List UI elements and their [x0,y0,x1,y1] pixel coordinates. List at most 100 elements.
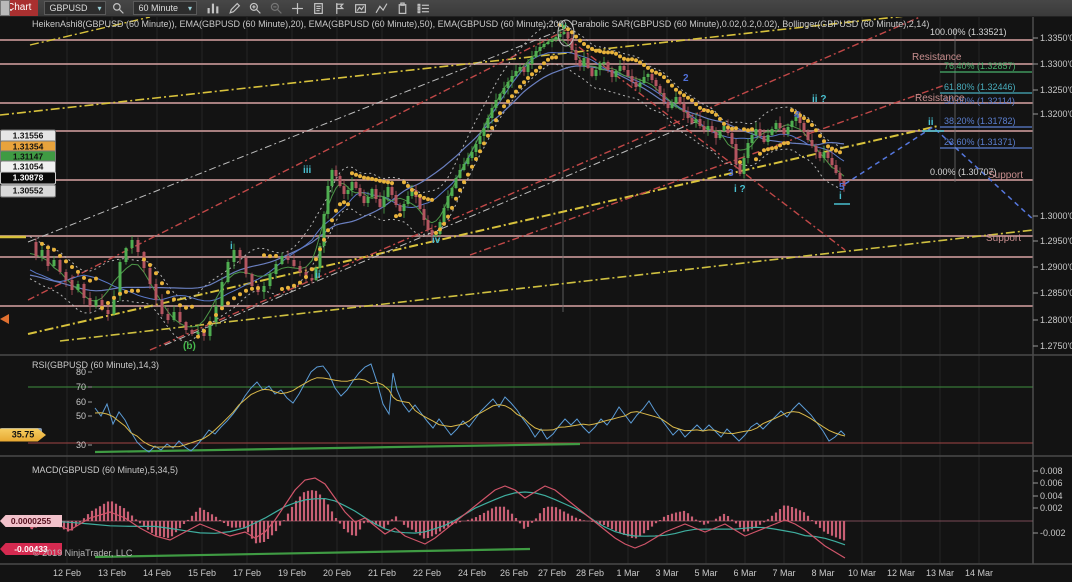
interval-select[interactable]: 60 Minute ▾ [133,1,198,15]
rsi-axis-tick: 50 [76,411,87,421]
price-axis-tick: 1.2800'0 [1040,315,1072,325]
wave-label: 2 [683,73,689,84]
date-axis-tick: 13 Feb [97,568,127,578]
properties-icon[interactable] [414,1,432,15]
wave-label: i [230,241,233,252]
wave-label: iii [303,165,312,176]
price-axis-tick: 1.3000'0 [1040,211,1072,221]
wave-label: ii ? [812,94,827,105]
price-marker-badge: 1.30552 [0,184,56,198]
macd-axis-tick: 0.008 [1040,466,1063,476]
wave-label: 3 [728,168,734,179]
date-axis-tick: 15 Feb [187,568,217,578]
price-axis-tick: 1.2900'0 [1040,262,1072,272]
macd-value-badge: -0.00433 [0,543,62,555]
date-axis-tick: 10 Mar [847,568,877,578]
data-box-icon[interactable] [351,1,369,15]
resistance-label: Resistance [915,93,965,104]
date-axis-tick: 19 Feb [277,568,307,578]
macd-axis-tick: 0.004 [1040,491,1063,501]
chevron-down-icon: ▾ [188,3,193,13]
fib-level-label: 100.00% (1.33521) [930,27,1007,37]
fib-level-label: 76.40% (1.32857) [944,61,1016,71]
price-axis-tick: 1.3350'0 [1040,33,1072,43]
macd-axis-tick: -0.002 [1040,528,1066,538]
price-axis-tick: 1.2850'0 [1040,288,1072,298]
price-axis-tick: 1.3250'0 [1040,85,1072,95]
price-axis-tick: 1.2750'0 [1040,341,1072,351]
wave-label: v [561,21,567,32]
date-axis-tick: 28 Feb [575,568,605,578]
date-axis-tick: 12 Feb [52,568,82,578]
instrument-value: GBPUSD [49,3,88,13]
price-marker-badge: 1.30878 [0,171,56,185]
wave-label: 4 [794,110,800,121]
support-label: Support [986,233,1022,244]
wave-label: i ? [734,184,746,195]
fib-level-label: 50.00% (1.32114) [944,96,1015,106]
wave-label: i [839,191,842,202]
macd-label: MACD(GBPUSD (60 Minute),5,34,5) [32,465,179,475]
fib-level-label: 23.60% (1.31371) [944,137,1016,147]
date-axis-tick: 5 Mar [694,568,718,578]
search-icon[interactable] [109,1,127,15]
date-axis-tick: 22 Feb [412,568,442,578]
chevron-down-icon: ▾ [97,3,102,13]
rsi-label: RSI(GBPUSD (60 Minute),14,3) [32,360,160,370]
draw-pencil-icon[interactable] [225,1,243,15]
zoom-in-icon[interactable] [246,1,264,15]
date-axis-tick: 12 Mar [886,568,916,578]
chart-canvas[interactable] [0,17,1072,582]
date-axis-tick: 24 Feb [457,568,487,578]
zoom-out-icon [267,1,285,15]
indicator-label: HeikenAshi8(GBPUSD (60 Minute)), EMA(GBP… [32,19,930,29]
date-axis-tick: 13 Mar [925,568,955,578]
date-axis-tick: 6 Mar [733,568,757,578]
fib-level-label: 0.00% (1.30707) [930,167,997,177]
scrollbar-corner[interactable] [0,0,10,16]
wave-label: 5 [839,182,845,193]
date-axis-tick: 17 Feb [232,568,262,578]
date-axis-tick: 14 Feb [142,568,172,578]
new-order-icon[interactable] [309,1,327,15]
snapshot-icon[interactable] [393,1,411,15]
price-axis-tick: 1.3200'0 [1040,109,1072,119]
date-axis-tick: 21 Feb [367,568,397,578]
date-axis-tick: 14 Mar [964,568,994,578]
alert-flag-icon[interactable] [330,1,348,15]
instrument-select[interactable]: GBPUSD ▾ [44,1,107,15]
wave-label: ii [315,270,321,281]
date-axis-tick: 3 Mar [655,568,679,578]
macd-axis-tick: 0.002 [1040,503,1063,513]
date-axis-tick: 1 Mar [616,568,640,578]
date-axis-tick: 27 Feb [537,568,567,578]
date-axis-tick: 26 Feb [499,568,529,578]
wave-label: (b) [183,341,196,352]
date-axis-tick: 7 Mar [772,568,796,578]
date-axis-tick: 8 Mar [811,568,835,578]
macd-value-badge: 0.0000255 [0,515,62,527]
rsi-axis-tick: 60 [76,397,87,407]
wave-label: ii [928,117,934,128]
rsi-value-badge: 35.75 [0,428,46,442]
macd-axis-tick: 0.006 [1040,478,1063,488]
toolbar: Chart GBPUSD ▾ 60 Minute ▾ [0,0,1072,17]
interval-value: 60 Minute [138,3,179,13]
price-axis-tick: 1.3300'0 [1040,59,1072,69]
chart-style-icon[interactable] [204,1,222,15]
date-axis-tick: 20 Feb [322,568,352,578]
resistance-label: Resistance [912,52,962,63]
rsi-axis-tick: 30 [76,440,87,450]
price-axis-tick: 1.2950'0 [1040,236,1072,246]
support-label: Support [988,170,1024,181]
trendline-icon[interactable] [372,1,390,15]
fib-level-label: 61.80% (1.32446) [944,82,1016,92]
rsi-axis-tick: 70 [76,382,87,392]
rsi-axis-tick: 80 [76,367,87,377]
wave-label: iv [432,235,441,246]
fib-level-label: 38.20% (1.31782) [944,116,1016,126]
crosshair-icon[interactable] [288,1,306,15]
copyright-text: © 2019 NinjaTrader, LLC [33,548,133,558]
